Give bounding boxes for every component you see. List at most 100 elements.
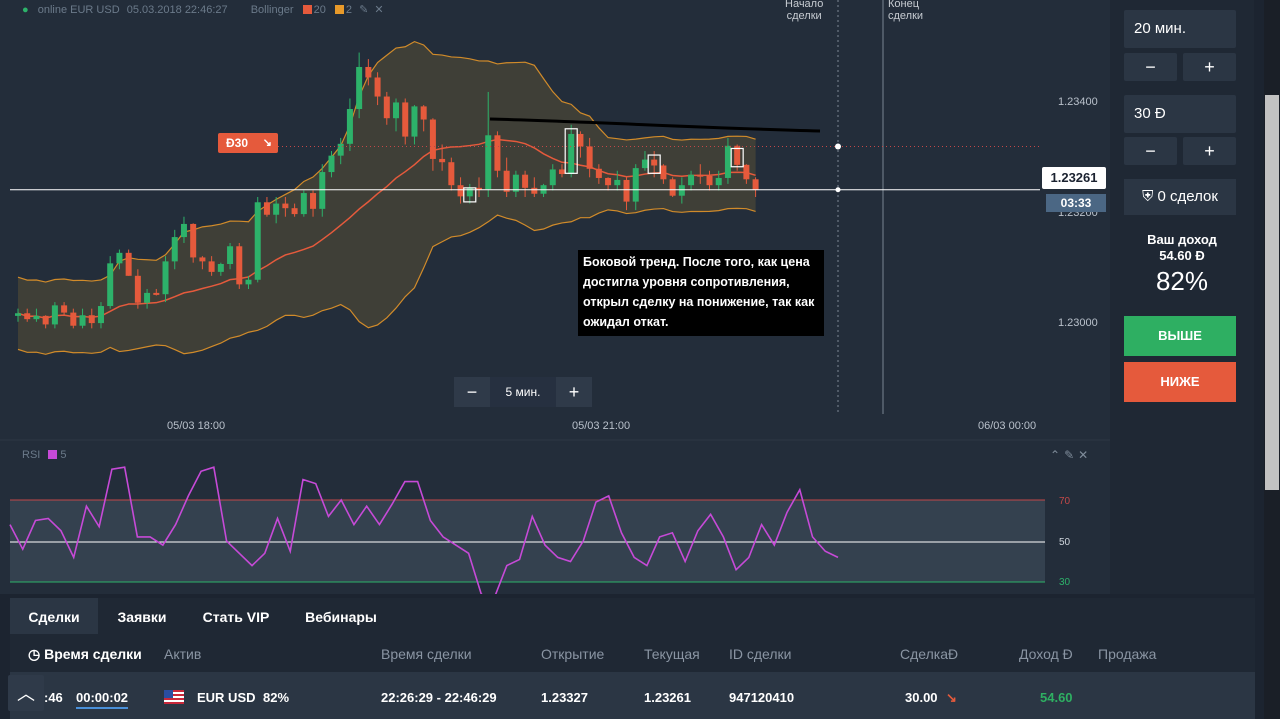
- timeframe-control: − 5 мин. +: [454, 377, 592, 407]
- highlighted-candle-box: [463, 187, 477, 203]
- time-tick: 05/03 18:00: [167, 420, 226, 432]
- rsi-edit-pencil-icon[interactable]: ✎: [1064, 448, 1079, 462]
- candle-body: [319, 172, 326, 209]
- candle-body: [641, 159, 648, 169]
- candle-body: [217, 264, 224, 272]
- tab-become-vip[interactable]: Стать VIP: [202, 609, 270, 625]
- candle-body: [577, 133, 584, 147]
- candle-body: [595, 168, 602, 178]
- price-chart[interactable]: [0, 0, 1110, 594]
- rsi-zone: [10, 500, 1045, 582]
- candle-body: [522, 174, 529, 188]
- header-label: Время сделки: [44, 646, 142, 662]
- candle-body: [752, 179, 759, 190]
- candle-body: [651, 159, 658, 166]
- timeframe-label: 5 мин.: [490, 377, 556, 407]
- edit-pencil-icon[interactable]: ✎: [359, 4, 369, 16]
- duration-field[interactable]: 20 мин.: [1124, 10, 1236, 48]
- candle-body: [282, 203, 289, 209]
- down-arrow-icon: ↘: [946, 690, 957, 705]
- tab-deals[interactable]: Сделки: [10, 598, 98, 634]
- chart-datetime: 05.03.2018 22:46:27: [126, 4, 228, 16]
- tab-orders[interactable]: Заявки: [117, 609, 167, 625]
- deals-counter[interactable]: ⛨ 0 сделок: [1124, 179, 1236, 215]
- highlighted-candle-box: [564, 128, 578, 174]
- row-asset: EUR USD: [197, 690, 256, 705]
- collapse-chevron-icon[interactable]: ⌃: [1050, 448, 1065, 462]
- timeframe-plus-button[interactable]: +: [556, 377, 592, 407]
- duration-minus-button[interactable]: −: [1124, 53, 1177, 81]
- rsi-level-50: 50: [1059, 537, 1071, 548]
- payout-percent: 82%: [1155, 266, 1209, 296]
- rsi-period: 5: [60, 449, 67, 461]
- candle-body: [512, 174, 519, 192]
- close-indicator-icon[interactable]: ✕: [374, 4, 384, 16]
- candle-body: [33, 315, 40, 320]
- rsi-tools: ⌃✎✕: [1050, 448, 1092, 462]
- header-deal-id: ID сделки: [729, 646, 792, 662]
- rsi-close-icon[interactable]: ✕: [1078, 448, 1093, 462]
- candle-body: [743, 164, 750, 180]
- row-range: 22:26:29 - 22:46:29: [381, 690, 497, 705]
- timeframe-minus-button[interactable]: −: [454, 377, 490, 407]
- scrollbar-thumb[interactable]: [1265, 95, 1279, 490]
- amount-field[interactable]: 30 Đ: [1124, 95, 1236, 133]
- deals-count-label: 0 сделок: [1157, 188, 1218, 205]
- us-flag-icon: [164, 690, 184, 707]
- candle-body: [503, 170, 510, 192]
- candle-body: [171, 237, 178, 262]
- candle-body: [125, 252, 132, 276]
- candle-body: [531, 187, 538, 194]
- candle-body: [660, 165, 667, 180]
- candle-body: [337, 143, 344, 156]
- trade-start-marker: Начало сделки: [785, 0, 823, 22]
- rsi-name: RSI: [22, 449, 41, 461]
- amount-plus-button[interactable]: +: [1183, 137, 1236, 165]
- bollinger-color-swatch: [302, 5, 312, 14]
- highlighted-candle-box: [647, 154, 661, 174]
- table-row[interactable]: [10, 672, 1255, 719]
- candle-body: [180, 223, 187, 238]
- candle-body: [614, 179, 621, 186]
- candle-body: [697, 174, 704, 177]
- header-current: Текущая: [644, 646, 700, 662]
- header-amount: СделкаĐ: [900, 646, 959, 662]
- candle-body: [393, 102, 400, 119]
- annotation-note: Боковой тренд. После того, как цена дост…: [578, 250, 824, 336]
- candle-body: [346, 109, 353, 144]
- call-up-button[interactable]: ВЫШЕ: [1124, 316, 1236, 356]
- tab-webinars[interactable]: Вебинары: [305, 609, 377, 625]
- clock-icon: ◷: [28, 646, 41, 662]
- income-value: 54.60 Đ: [1159, 248, 1205, 263]
- scroll-up-button[interactable]: ︿: [8, 675, 44, 711]
- amount-minus-button[interactable]: −: [1124, 137, 1177, 165]
- candle-body: [97, 306, 104, 324]
- candle-body: [144, 292, 151, 303]
- candle-body: [79, 315, 86, 326]
- candle-body: [466, 187, 473, 197]
- resistance-line: [489, 117, 821, 133]
- bollinger-period: 20: [313, 4, 326, 16]
- chart-area[interactable]: ● online EUR USD 05.03.2018 22:46:27 Bol…: [0, 0, 1110, 594]
- put-down-button[interactable]: НИЖЕ: [1124, 362, 1236, 402]
- candle-body: [623, 179, 630, 202]
- candle-body: [190, 223, 197, 258]
- candle-body: [439, 158, 446, 163]
- header-sell: Продажа: [1098, 646, 1157, 662]
- row-timer: 00:00:02: [76, 690, 129, 709]
- candle-body: [208, 261, 215, 272]
- candle-body: [61, 305, 68, 313]
- current-point: [835, 187, 841, 193]
- candle-body: [429, 119, 436, 159]
- candle-body: [15, 313, 21, 316]
- rsi-level-30: 30: [1059, 577, 1071, 588]
- bollinger-dev-swatch: [334, 5, 344, 14]
- indicator-name[interactable]: Bollinger: [250, 4, 294, 16]
- open-trade-badge[interactable]: Đ30 ↘: [218, 133, 278, 153]
- candle-body: [199, 257, 206, 262]
- duration-plus-button[interactable]: +: [1183, 53, 1236, 81]
- header-trade-time-sort[interactable]: ◷ Время сделки: [28, 646, 142, 663]
- candle-body: [476, 187, 482, 190]
- trade-end-marker: Конец сделки: [888, 0, 923, 22]
- shield-icon: ⛨: [1142, 188, 1154, 205]
